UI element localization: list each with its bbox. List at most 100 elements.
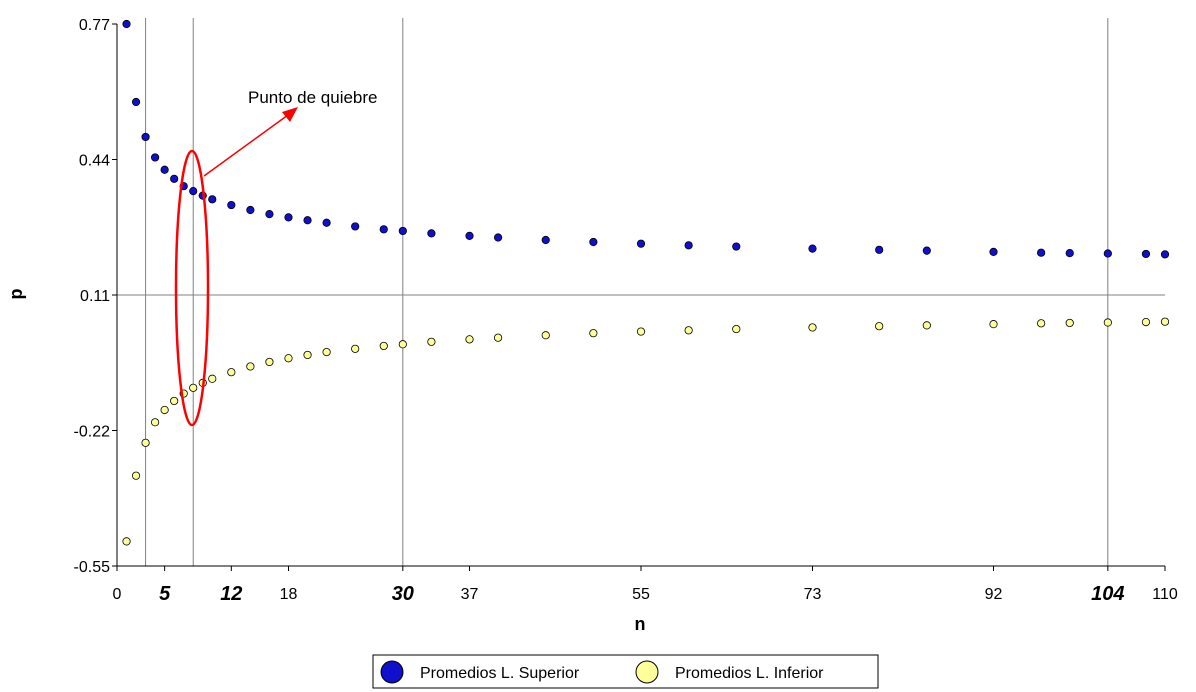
upper-point [122, 19, 131, 29]
lower-point [684, 326, 693, 335]
x-tick-label: 104 [1091, 583, 1124, 605]
upper-point [732, 242, 741, 251]
upper-point [989, 247, 998, 256]
upper-point [636, 239, 646, 248]
upper-point [922, 246, 931, 255]
upper-point [379, 225, 388, 234]
legend-label-upper: Promedios L. Superior [420, 665, 580, 682]
lower-point [227, 368, 236, 377]
lower-point [398, 340, 407, 349]
upper-point [398, 226, 407, 236]
x-tick-label: 12 [220, 583, 242, 605]
lower-point [732, 324, 741, 334]
lower-point [351, 344, 360, 353]
x-tick-label: 18 [280, 586, 298, 603]
upper-point [303, 216, 312, 225]
breakpoint-arrow-head [282, 107, 298, 122]
breakpoint-ellipse [174, 149, 210, 427]
breakpoint-label: Punto de quiebre [248, 88, 378, 107]
x-tick-label: 37 [461, 586, 479, 603]
upper-point [322, 218, 331, 227]
x-tick-label: 30 [392, 583, 414, 605]
upper-point [427, 229, 436, 238]
lower-point [1037, 319, 1046, 328]
x-tick-label: 0 [113, 586, 122, 603]
upper-point [493, 233, 503, 242]
lower-point [922, 321, 931, 330]
y-tick-label: 0.44 [79, 153, 110, 170]
upper-point [1037, 248, 1046, 257]
upper-point [170, 174, 179, 183]
breakpoint-arrow-line [203, 114, 289, 177]
upper-point [141, 132, 150, 142]
upper-point [151, 153, 160, 162]
upper-point [589, 237, 598, 247]
x-axis-label: n [635, 614, 646, 634]
lower-point [141, 438, 150, 447]
reference-lines [117, 18, 1165, 566]
lower-point [189, 383, 198, 392]
upper-point [189, 187, 198, 196]
lower-point [246, 362, 255, 371]
upper-point [1141, 249, 1151, 259]
lower-point [589, 329, 598, 338]
lower-point [1103, 318, 1112, 327]
lower-point [170, 396, 179, 406]
lower-point [493, 333, 503, 342]
y-tick-label: 0.11 [80, 288, 110, 305]
upper-point [808, 244, 817, 253]
lower-point [322, 347, 331, 357]
lower-point [151, 418, 160, 427]
upper-point [541, 235, 550, 245]
lower-point [1160, 317, 1170, 326]
upper-point [1160, 250, 1170, 259]
lower-point [636, 327, 646, 336]
upper-point [465, 231, 474, 240]
lower-point [208, 374, 217, 383]
legend-marker-lower [635, 660, 659, 684]
upper-point [875, 245, 884, 254]
x-tick-label: 110 [1152, 586, 1178, 603]
x-tick-label: 73 [804, 586, 822, 603]
upper-point [227, 200, 236, 210]
series-0 [122, 19, 1170, 259]
upper-point [131, 97, 141, 107]
lower-point [160, 405, 169, 415]
upper-point [351, 222, 360, 231]
legend-box [372, 654, 879, 689]
y-tick-label: 0.77 [79, 17, 110, 34]
breakpoint-annotation: Punto de quiebre [174, 88, 378, 427]
upper-point [246, 205, 255, 215]
lower-point [131, 471, 141, 480]
lower-point [303, 350, 312, 360]
y-tick-label: -0.22 [74, 424, 111, 441]
upper-point [684, 241, 693, 250]
upper-point [208, 195, 217, 204]
lower-point [875, 322, 884, 331]
x-tick-label: 5 [159, 583, 171, 605]
upper-point [1103, 249, 1112, 258]
lower-point [465, 335, 474, 344]
upper-point [1065, 249, 1074, 258]
lower-point [265, 357, 274, 367]
legend: Promedios L. Superior Promedios L. Infer… [372, 654, 879, 689]
lower-point [427, 337, 436, 346]
x-tick-label: 55 [632, 586, 650, 603]
y-axis-label: p [6, 289, 26, 300]
upper-point [265, 210, 274, 219]
upper-point [160, 165, 169, 174]
legend-marker-upper [380, 660, 404, 684]
tick-labels: 0.77 0.44 0.11 -0.22 -0.550 5 12 18 30 37 55 73 92 10… [74, 17, 1178, 605]
lower-point [284, 354, 293, 363]
lower-point [808, 323, 817, 332]
lower-point [379, 341, 388, 351]
lower-point [1065, 318, 1074, 328]
lower-point [541, 331, 550, 340]
legend-label-lower: Promedios L. Inferior [675, 665, 824, 682]
lower-point [122, 537, 131, 546]
x-tick-label: 92 [985, 586, 1003, 603]
data-points [122, 19, 1170, 546]
upper-point [284, 213, 293, 222]
y-tick-label: -0.55 [74, 559, 111, 576]
